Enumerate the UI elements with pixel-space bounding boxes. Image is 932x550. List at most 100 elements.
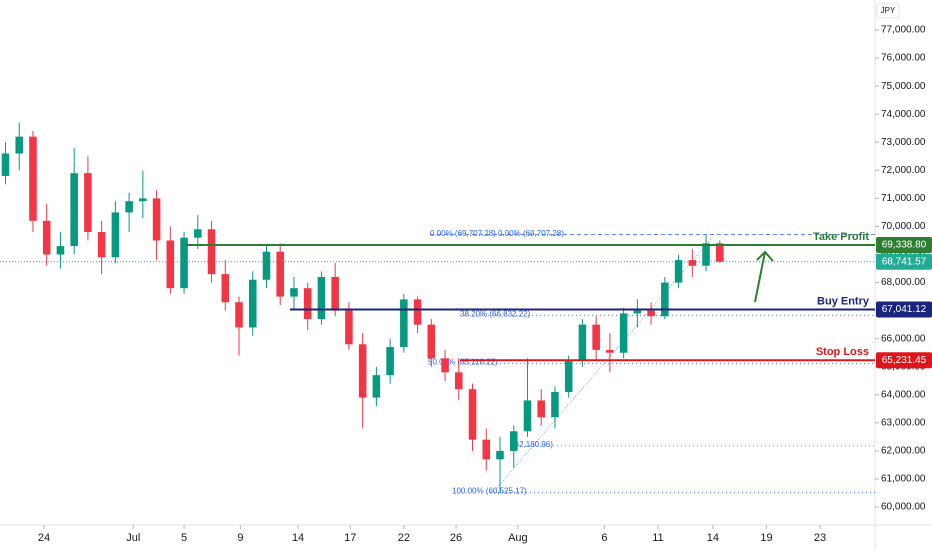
candle-body xyxy=(15,136,24,154)
x-tick-label: 23 xyxy=(814,532,826,544)
y-tick-label: 71,000.00 xyxy=(881,193,926,204)
candle-body xyxy=(496,450,504,460)
candle-body xyxy=(441,358,449,373)
candle-body xyxy=(331,276,339,311)
candle-body xyxy=(606,349,614,353)
x-tick-label: 22 xyxy=(398,532,410,544)
candle-body xyxy=(317,276,326,320)
price-tag xyxy=(876,301,932,318)
candle-body xyxy=(716,243,724,262)
candle-body xyxy=(468,389,477,440)
y-tick-label: 72,000.00 xyxy=(881,165,926,176)
candle-body xyxy=(29,136,37,221)
y-tick-label: 66,000.00 xyxy=(881,333,926,344)
candle-body xyxy=(578,324,587,362)
price-tag xyxy=(876,352,932,369)
candle-body xyxy=(674,260,683,283)
price-tag-label: 67,041.12 xyxy=(882,304,927,315)
y-tick-label: 62,000.00 xyxy=(881,446,926,457)
candle-body xyxy=(180,237,188,289)
candle-body xyxy=(537,400,545,418)
x-tick-label: 14 xyxy=(707,532,719,544)
candle-body xyxy=(276,251,284,297)
candle-body xyxy=(551,391,559,418)
currency-box xyxy=(876,3,900,19)
fib-label: 50.00% (65,116.22) xyxy=(428,358,498,367)
y-tick-label: 68,000.00 xyxy=(881,277,926,288)
fib-label: 0.00% (69,707.28) 0.00% (69,707.28) xyxy=(430,229,564,238)
candle-body xyxy=(1,153,10,176)
candle-body xyxy=(372,375,381,398)
candle-body xyxy=(633,310,642,314)
candle-body xyxy=(358,344,367,398)
x-tick-label: 9 xyxy=(237,532,243,544)
y-tick-label: 74,000.00 xyxy=(881,109,926,120)
candle-body xyxy=(56,246,65,255)
candle-body xyxy=(619,313,628,353)
candle-body xyxy=(139,198,147,202)
x-tick-label: Jul xyxy=(126,532,140,544)
candle-body xyxy=(400,299,408,348)
level-name: Buy Entry xyxy=(817,295,870,307)
y-tick-label: 70,000.00 xyxy=(881,221,926,232)
candle-body xyxy=(207,229,216,275)
candle-body xyxy=(42,220,51,255)
candle-body xyxy=(152,198,161,241)
y-tick-label: 61,000.00 xyxy=(881,474,926,485)
price-tag-label: 68,741.57 xyxy=(882,256,927,267)
y-tick-label: 63,000.00 xyxy=(881,418,926,429)
candle-body xyxy=(661,282,669,317)
candle-body xyxy=(688,260,697,266)
x-tick-label: 24 xyxy=(38,532,50,544)
fib-label: (62,180.96) xyxy=(512,440,553,449)
candle-body xyxy=(564,361,573,392)
x-tick-label: 17 xyxy=(344,532,356,544)
candle-body xyxy=(221,274,230,303)
currency: JPY xyxy=(881,6,896,15)
candle-body xyxy=(345,310,353,345)
candle-body xyxy=(482,439,491,460)
price-tag-label: 65,231.45 xyxy=(882,355,927,366)
candle-body xyxy=(70,173,78,247)
fib-label: 38.20% (66,832.22) xyxy=(460,309,531,318)
candle-body xyxy=(290,288,298,297)
candle-body xyxy=(647,310,655,317)
candle-body xyxy=(166,240,175,289)
candle-body xyxy=(248,279,257,328)
candle-body xyxy=(386,347,394,376)
x-tick-label: 14 xyxy=(292,532,304,544)
x-tick-label: 6 xyxy=(601,532,607,544)
price-tag xyxy=(876,236,932,253)
level-name: Stop Loss xyxy=(816,346,869,358)
candle-body xyxy=(97,232,106,258)
candle-body xyxy=(111,212,120,258)
candle-body xyxy=(509,431,518,451)
candle-body xyxy=(523,400,532,432)
x-tick-label: 5 xyxy=(181,532,187,544)
price-tag-label: 69,338.80 xyxy=(882,240,927,251)
candle-body xyxy=(592,324,600,350)
candle-body xyxy=(303,288,312,320)
candle-body xyxy=(702,243,710,266)
x-tick-label: 26 xyxy=(450,532,462,544)
candle-body xyxy=(413,299,422,325)
level-name: Take Profit xyxy=(813,231,869,243)
y-tick-label: 77,000.00 xyxy=(881,25,926,36)
y-tick-label: 64,000.00 xyxy=(881,389,926,400)
y-tick-label: 75,000.00 xyxy=(881,81,926,92)
x-tick-label: 19 xyxy=(760,532,772,544)
y-tick-label: 73,000.00 xyxy=(881,137,926,148)
price-tag xyxy=(876,253,932,270)
y-tick-label: 60,000.00 xyxy=(881,502,926,513)
y-tick-label: 76,000.00 xyxy=(881,53,926,64)
candle-body xyxy=(194,229,202,238)
candle-body xyxy=(427,324,436,359)
candle-body xyxy=(84,173,92,233)
arrow xyxy=(754,250,774,303)
candle-body xyxy=(262,251,271,280)
fib-label: 100.00% (60,525.17) xyxy=(452,486,527,495)
candle-body xyxy=(235,302,243,328)
x-tick-label: 11 xyxy=(652,532,663,544)
